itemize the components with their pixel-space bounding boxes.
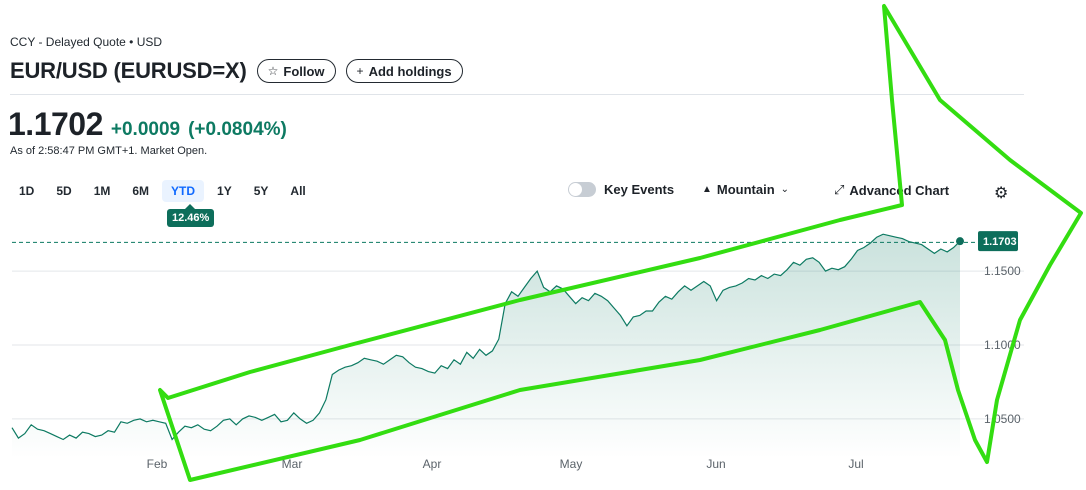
current-price-badge bbox=[978, 231, 1018, 252]
price-change: +0.0009 bbox=[110, 119, 181, 140]
toggle-switch bbox=[568, 182, 596, 197]
expand-icon: ⤢ bbox=[834, 182, 845, 197]
x-tick-label: May bbox=[560, 457, 583, 471]
price-row: 1.1702 +0.0009 (+0.0804%) bbox=[8, 106, 287, 143]
range-1d[interactable]: 1D bbox=[19, 184, 35, 198]
star-icon: ☆ bbox=[267, 64, 279, 78]
green-arrow-annotation bbox=[158, 4, 1083, 482]
plus-icon: + bbox=[356, 64, 364, 78]
x-tick-label: Apr bbox=[423, 457, 442, 471]
gear-icon[interactable]: ⚙ bbox=[994, 185, 1009, 202]
range-1m[interactable]: 1M bbox=[93, 184, 111, 198]
price-line bbox=[11, 233, 961, 441]
x-tick-label: Feb bbox=[147, 457, 168, 471]
range-all[interactable]: All bbox=[290, 184, 306, 198]
range-5d[interactable]: 5D bbox=[56, 184, 72, 198]
range-selector: 1D 5D 1M 6M YTD 1Y 5Y All bbox=[10, 180, 319, 202]
x-tick-label: Jul bbox=[848, 457, 863, 471]
price-area-fill bbox=[12, 234, 960, 458]
range-1y[interactable]: 1Y bbox=[217, 184, 232, 198]
price-change-percent: (+0.0804%) bbox=[188, 119, 287, 140]
add-holdings-label: Add holdings bbox=[368, 63, 452, 79]
x-tick-label: Jun bbox=[706, 457, 725, 471]
add-holdings-button[interactable]: + Add holdings bbox=[345, 59, 463, 83]
header-divider bbox=[10, 94, 1024, 95]
mountain-icon: ▲ bbox=[702, 184, 712, 195]
follow-button[interactable]: ☆ Follow bbox=[256, 59, 336, 83]
page-title: EUR/USD (EURUSD=X) bbox=[10, 58, 247, 83]
y-tick-label: 1.0500 bbox=[984, 412, 1021, 426]
chart-type-label: Mountain bbox=[716, 182, 775, 197]
title-row: EUR/USD (EURUSD=X) ☆ Follow + Add holdin… bbox=[10, 58, 463, 84]
key-events-label: Key Events bbox=[604, 182, 675, 197]
quote-source-label: CCY - Delayed Quote • USD bbox=[10, 35, 163, 49]
follow-label: Follow bbox=[283, 63, 325, 79]
range-6m[interactable]: 6M bbox=[132, 184, 150, 198]
ytd-change-badge: 12.46% bbox=[167, 204, 215, 227]
chart-type-dropdown[interactable]: ▲ Mountain ⌄ bbox=[702, 182, 789, 197]
chevron-down-icon: ⌄ bbox=[780, 184, 790, 195]
key-events-toggle[interactable]: Key Events bbox=[568, 182, 674, 197]
range-ytd[interactable]: YTD bbox=[162, 180, 205, 202]
last-price-dot bbox=[956, 237, 964, 246]
current-price-badge-text: 1.1703 bbox=[983, 236, 1017, 248]
x-tick-label: Mar bbox=[282, 457, 303, 471]
as-of-timestamp: As of 2:58:47 PM GMT+1. Market Open. bbox=[10, 145, 208, 157]
current-price: 1.1702 bbox=[8, 106, 103, 142]
range-5y[interactable]: 5Y bbox=[253, 184, 269, 198]
y-tick-label: 1.1500 bbox=[984, 264, 1021, 278]
